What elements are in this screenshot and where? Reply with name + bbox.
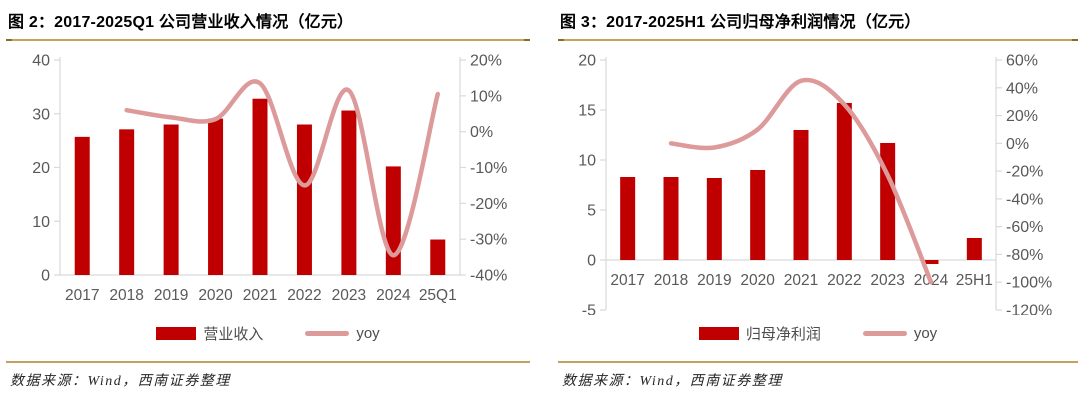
left-axis-tick-label: -5 [582,303,596,316]
revenue-chart-canvas: 40 30 20 10 0 20% 10% 0% -10% -20% -30% -40% 2017 201… [32,53,507,305]
left-axis-tick-label: 5 [587,203,596,220]
left-axis-tick-label: 30 [32,106,50,123]
legend-label: 归母净利润 [745,325,821,343]
legend-label: 营业收入 [203,325,264,343]
bar [119,129,135,275]
left-axis-tick-label: 10 [578,153,596,170]
right-axis-tick-label: -60% [1006,219,1043,236]
left-axis-tick-label: 40 [32,53,50,70]
bar [750,170,766,260]
right-axis-tick-label: -20% [1006,164,1043,181]
left-axis-tick-label: 20 [578,53,596,70]
bar [663,177,679,260]
bar [706,178,722,260]
left-axis-tick-label: 0 [41,268,50,285]
left-axis-tick-label: 0 [587,253,596,270]
yoy-line [668,77,934,285]
legend-label: yoy [356,324,380,342]
right-axis-tick-label: 0% [1006,136,1029,153]
x-axis-label: 25H1 [956,272,993,289]
right-axis-tick-label: -40% [1006,191,1043,208]
x-axis-label: 2021 [243,287,277,304]
right-axis-tick-label: -120% [1006,303,1052,316]
line-swatch [862,330,907,336]
x-axis-label: 2017 [65,287,99,304]
right-axis-tick-label: -10% [470,160,507,177]
data-source: 数据来源：Wind，西南证券整理 [10,374,231,389]
x-axis-label: 2017 [610,272,644,289]
bar [252,98,268,275]
x-axis-label: 2018 [654,272,688,289]
x-axis-label: 2020 [740,272,775,289]
bar-swatch [156,326,197,340]
figure-2-title: 图 2：2017-2025Q1 公司营业收入情况（亿元） [8,14,354,31]
legend-item-profit: 归母净利润 [698,323,821,344]
bar [430,239,446,275]
x-axis-label: 2021 [784,272,818,289]
bar [836,103,852,260]
legend-item-yoy: yoy [862,324,938,342]
bar [385,166,401,275]
x-axis-label: 2020 [198,287,233,304]
right-axis-tick-label: 10% [470,88,502,105]
x-axis-label: 2022 [827,272,861,289]
figure-3-legend: 归母净利润 yoy [558,319,1078,347]
profit-chart-canvas: 20 15 10 5 0 -5 60% 40% 20% 0% -20% -40% -60% -80% -10… [578,53,1052,316]
right-axis-tick-label: 40% [1006,80,1038,97]
figure-3-panel: 图 3：2017-2025H1 公司归母净利润情况（亿元） 20 15 10 5 0 -5… [558,0,1078,401]
bar [208,118,224,276]
legend-label: yoy [913,324,938,342]
right-axis-tick-label: -20% [470,196,507,213]
bar [923,260,939,264]
x-axis-label: 2024 [376,287,411,304]
bar [74,136,90,275]
left-axis-tick-label: 10 [32,214,50,231]
source-separator [6,361,530,363]
right-axis-tick-label: -40% [470,268,507,285]
legend-item-yoy: yoy [305,324,380,342]
x-axis-label: 2023 [332,287,366,304]
right-axis-tick-label: 0% [470,124,493,141]
yoy-line [124,79,441,258]
x-axis-label: 2019 [154,287,188,304]
figure-2-panel: 图 2：2017-2025Q1 公司营业收入情况（亿元） 40 30 20 10 0 20… [6,0,530,401]
right-axis-tick-label: 20% [470,53,502,70]
data-source: 数据来源：Wind，西南证券整理 [562,374,783,389]
bar [966,238,982,260]
bar [296,124,312,275]
title-separator [6,39,530,41]
bar [620,177,636,260]
x-axis-label: 2023 [870,272,904,289]
x-axis-label: 25Q1 [419,287,457,304]
right-axis-tick-label: -80% [1006,247,1043,264]
source-separator [558,361,1078,363]
x-axis-label: 2018 [109,287,143,304]
legend-item-revenue: 营业收入 [156,323,263,344]
bar [163,124,179,275]
right-axis-tick-label: 60% [1006,53,1038,70]
right-axis-tick-label: -30% [470,232,507,249]
title-separator [558,39,1078,41]
x-axis-label: 2022 [287,287,321,304]
left-axis-tick-label: 20 [32,160,50,177]
figure-2-legend: 营业收入 yoy [6,319,530,347]
bar-swatch [698,326,739,340]
right-axis-tick-label: 20% [1006,108,1038,125]
right-axis-tick-label: -100% [1006,275,1052,292]
bar [793,130,809,260]
figure-3-title: 图 3：2017-2025H1 公司归母净利润情况（亿元） [560,14,921,31]
line-swatch [305,330,350,336]
bar [341,110,357,276]
left-axis-tick-label: 15 [578,103,596,120]
x-axis-label: 2019 [697,272,731,289]
